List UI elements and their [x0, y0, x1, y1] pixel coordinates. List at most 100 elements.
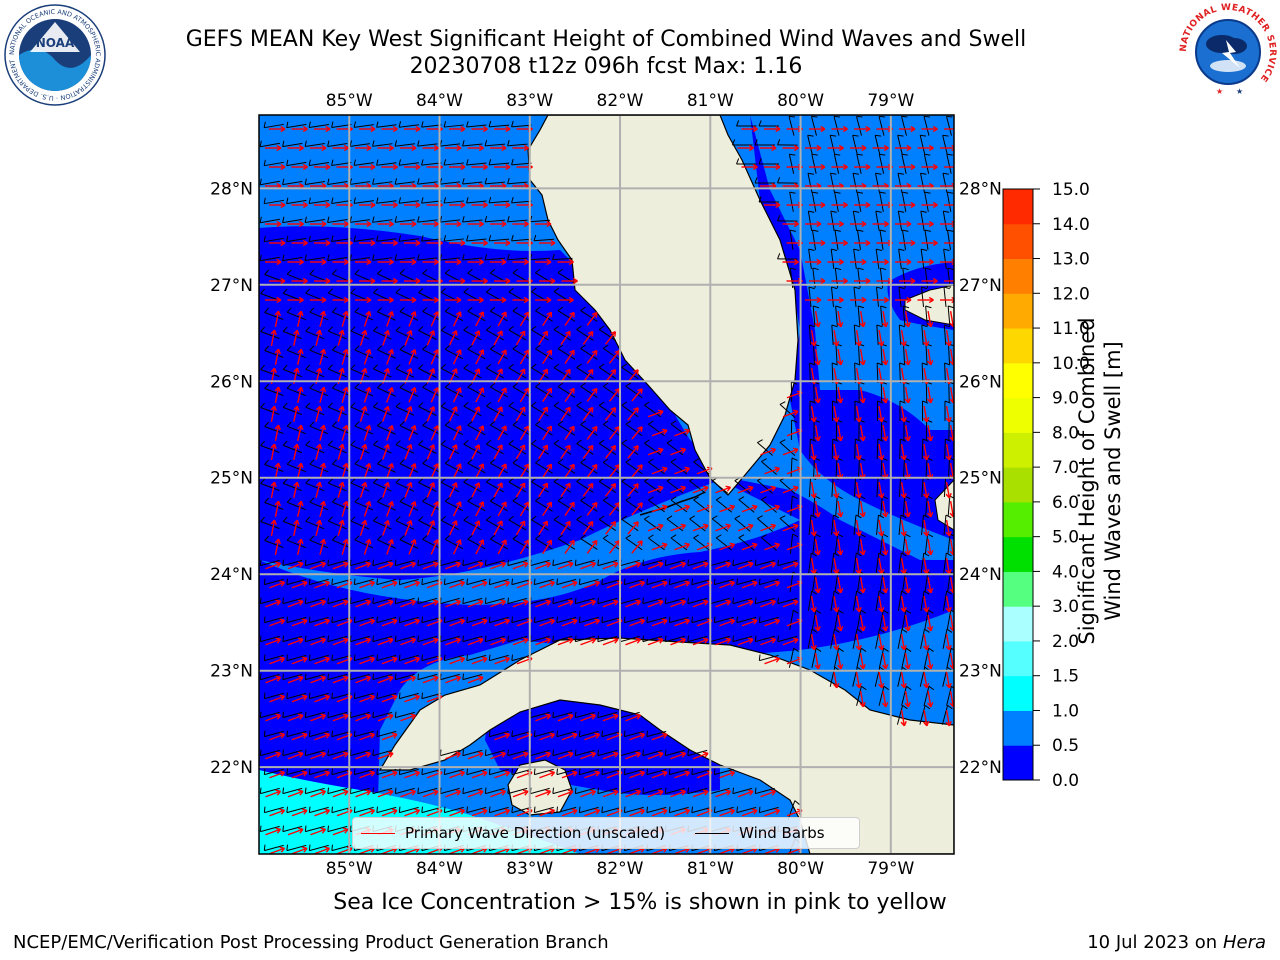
wave-direction-arrow — [493, 520, 503, 536]
wave-direction-arrow — [882, 614, 887, 632]
wind-barb — [665, 787, 685, 795]
wave-direction-arrow — [927, 652, 932, 670]
wave-arrow-head — [319, 462, 327, 469]
wind-barb-feather — [924, 153, 931, 156]
wind-barb-feather — [462, 635, 464, 642]
wave-direction-arrow — [359, 444, 367, 460]
wave-direction-arrow — [332, 600, 349, 608]
wave-arrow-head — [814, 321, 821, 328]
wind-barb-feather — [331, 159, 334, 166]
wind-barb-feather — [398, 806, 401, 813]
wind-barb-feather — [264, 269, 270, 275]
wave-arrow-head — [612, 561, 619, 568]
wave-arrow-head — [478, 463, 485, 469]
wind-barb-feather — [353, 235, 356, 242]
wind-barb-feather — [331, 307, 337, 313]
wave-direction-arrow — [449, 657, 465, 665]
wind-barb-feather — [602, 344, 609, 349]
wave-arrow-head — [680, 523, 687, 530]
wind-barb — [466, 578, 487, 586]
wave-arrow-head — [861, 144, 867, 152]
wave-direction-arrow — [833, 595, 838, 613]
wind-barb — [462, 749, 483, 757]
wind-barb — [920, 553, 925, 573]
wind-barb — [485, 635, 505, 643]
wave-direction-arrow — [900, 557, 906, 575]
wave-direction-arrow — [670, 524, 686, 532]
wind-barb — [919, 705, 926, 725]
wave-direction-arrow — [422, 638, 439, 646]
wind-barb-feather — [511, 578, 513, 585]
wave-arrow-head — [594, 618, 601, 625]
wave-direction-arrow — [631, 540, 643, 554]
wind-barb-feather — [852, 172, 859, 175]
wind-barb — [354, 692, 374, 700]
wind-barb — [830, 211, 835, 231]
wave-direction-arrow — [629, 619, 645, 627]
wave-arrow-head — [956, 164, 960, 169]
map-gridlines — [259, 115, 954, 854]
wind-barb — [856, 116, 862, 136]
wind-barb-feather — [376, 159, 379, 166]
wind-barb — [305, 368, 325, 378]
wind-barb-feather — [286, 307, 292, 313]
wind-barb — [853, 476, 857, 498]
wind-barb-feather — [421, 806, 423, 813]
wind-barb — [376, 238, 397, 242]
wind-barb — [808, 287, 812, 307]
wave-arrow-head — [325, 239, 331, 247]
wave-direction-arrow — [609, 350, 620, 364]
wind-barb-feather — [331, 269, 337, 275]
wave-direction-arrow — [764, 581, 780, 589]
wind-barb — [282, 559, 303, 567]
wind-barb-feather — [399, 459, 405, 464]
colorbar-segment — [1003, 293, 1033, 329]
wave-direction-arrow — [715, 600, 731, 608]
wave-direction-arrow — [904, 348, 910, 366]
wave-arrow-head — [747, 789, 754, 796]
wave-arrow-head — [297, 424, 304, 431]
wave-direction-arrow — [786, 581, 803, 589]
wind-barb — [789, 230, 794, 250]
wind-barb-feather — [552, 597, 554, 604]
wave-arrow-head — [910, 201, 916, 209]
wind-barb-feather — [779, 439, 786, 443]
wave-arrow-head — [774, 656, 781, 663]
wind-barb-feather — [557, 534, 564, 540]
wave-arrow-head — [459, 580, 466, 587]
wave-arrow-head — [587, 330, 594, 337]
wind-barb — [535, 310, 553, 322]
wind-barb — [287, 349, 306, 359]
wind-barb-feather — [327, 516, 333, 522]
wind-barb — [808, 476, 812, 498]
wave-arrow-head — [365, 637, 372, 644]
wind-barb — [462, 635, 483, 643]
wind-barb — [422, 425, 441, 435]
wave-arrow-head — [501, 501, 507, 508]
wave-direction-arrow — [586, 464, 598, 478]
wave-direction-arrow — [782, 448, 799, 456]
wave-arrow-head — [459, 770, 466, 777]
wave-arrow-head — [523, 425, 530, 432]
wave-direction-arrow — [467, 638, 484, 646]
wind-barb — [602, 385, 621, 399]
wave-arrow-head — [433, 258, 439, 266]
wave-direction-arrow — [332, 828, 349, 836]
wave-arrow-head — [433, 349, 440, 355]
wind-barb — [812, 495, 816, 517]
wind-barb-feather — [304, 673, 307, 680]
wind-barb-feather — [556, 578, 558, 585]
wave-direction-arrow — [515, 330, 526, 346]
wave-arrow-head — [859, 321, 866, 328]
wind-barb — [921, 362, 924, 384]
wave-arrow-head — [657, 599, 664, 606]
wind-barb — [715, 537, 733, 551]
wind-barb-feather — [875, 210, 882, 213]
colorbar-tick-label: 15.0 — [1052, 180, 1090, 200]
wave-arrow-head — [587, 520, 594, 527]
wave-direction-arrow — [382, 482, 389, 498]
wind-barb — [309, 123, 329, 129]
wave-direction-arrow — [949, 386, 954, 404]
colorbar-segment — [1003, 258, 1033, 294]
wind-barb — [530, 749, 550, 757]
